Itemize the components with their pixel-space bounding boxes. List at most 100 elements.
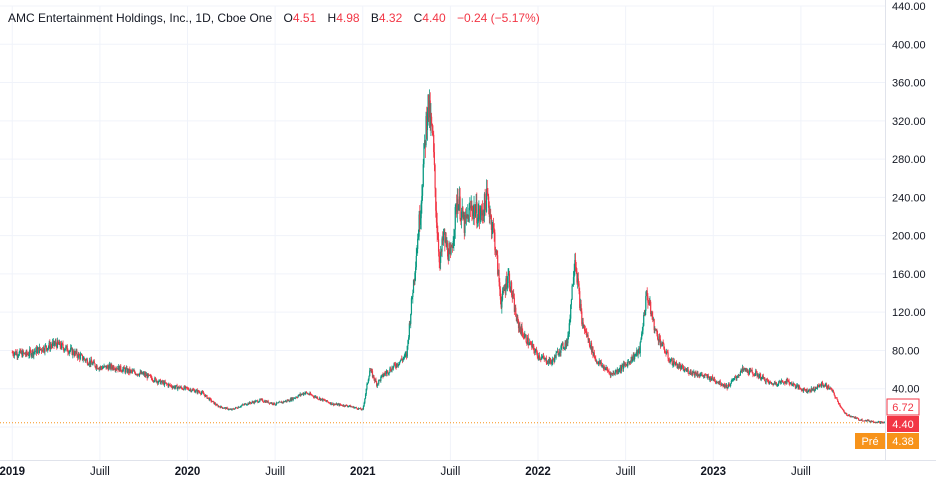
candle-body bbox=[730, 383, 732, 386]
candle-body bbox=[256, 400, 258, 402]
candle-body bbox=[17, 355, 20, 357]
candle-body bbox=[611, 373, 614, 375]
candle-body bbox=[45, 345, 47, 347]
candle-body bbox=[579, 304, 582, 308]
candle-body bbox=[525, 335, 527, 343]
candle-body bbox=[450, 246, 452, 254]
candle-body bbox=[460, 211, 463, 220]
candle-body bbox=[11, 352, 13, 354]
candle-body bbox=[809, 389, 811, 392]
candle-body bbox=[824, 384, 826, 386]
candle-body bbox=[641, 333, 643, 340]
candle-body bbox=[402, 358, 404, 361]
candle-body bbox=[864, 420, 866, 422]
candle-body bbox=[727, 383, 730, 388]
candle-body bbox=[15, 352, 18, 355]
candle-body bbox=[379, 379, 381, 381]
candle-body bbox=[237, 406, 239, 409]
candle-body bbox=[392, 365, 394, 369]
candle-body bbox=[582, 322, 584, 328]
candle-body bbox=[131, 370, 133, 372]
candle-body bbox=[558, 353, 560, 356]
candle-body bbox=[779, 380, 781, 383]
candle-body bbox=[661, 341, 664, 346]
candle-body bbox=[412, 279, 415, 294]
candle-body bbox=[218, 406, 221, 408]
candle-body bbox=[601, 365, 603, 367]
candle-body bbox=[708, 377, 710, 380]
candle-body bbox=[25, 350, 27, 355]
candle-body bbox=[204, 395, 207, 397]
candle-body bbox=[312, 395, 314, 397]
candle-body bbox=[401, 359, 404, 361]
candle-body bbox=[305, 391, 308, 393]
candle-body bbox=[860, 419, 862, 421]
candle-body bbox=[517, 317, 519, 321]
candle-body bbox=[490, 215, 492, 217]
candle-body bbox=[435, 188, 437, 211]
candle-body bbox=[377, 383, 379, 385]
candle-body bbox=[384, 373, 386, 374]
candle-body bbox=[358, 408, 360, 410]
candle-body bbox=[800, 389, 803, 391]
x-tick-label: 2020 bbox=[175, 466, 201, 478]
candle-body bbox=[249, 402, 251, 403]
candle-body bbox=[297, 395, 299, 398]
candle-body bbox=[52, 342, 54, 346]
candle-body bbox=[236, 407, 238, 409]
candle-body bbox=[152, 380, 154, 382]
candle-body bbox=[203, 394, 205, 396]
candle-body bbox=[503, 289, 505, 291]
candle-body bbox=[426, 116, 428, 131]
candle-body bbox=[558, 351, 561, 354]
candle-body bbox=[337, 404, 339, 406]
candle-body bbox=[108, 365, 110, 371]
candle-body bbox=[43, 351, 45, 352]
candle-body bbox=[26, 354, 29, 355]
candle-body bbox=[187, 388, 189, 390]
candle-body bbox=[794, 384, 796, 388]
candle-body bbox=[686, 369, 688, 372]
candle-body bbox=[235, 407, 237, 409]
candle-body bbox=[193, 389, 195, 391]
candle-body bbox=[536, 352, 538, 357]
candle-body bbox=[133, 370, 135, 372]
candle-body bbox=[828, 388, 830, 390]
candle-body bbox=[883, 422, 885, 423]
candle-body bbox=[45, 345, 47, 349]
candle-body bbox=[530, 343, 532, 344]
candle-body bbox=[524, 335, 527, 336]
candle-body bbox=[115, 368, 117, 371]
candle-body bbox=[823, 385, 826, 387]
candle-body bbox=[175, 385, 177, 387]
candle-body bbox=[549, 358, 551, 364]
candle-body bbox=[29, 349, 31, 356]
candle-body bbox=[173, 386, 175, 389]
candle-body bbox=[51, 345, 53, 347]
candle-body bbox=[602, 365, 604, 369]
candle-body bbox=[609, 372, 611, 374]
candle-body bbox=[496, 250, 498, 256]
candle-body bbox=[320, 398, 322, 401]
candle-body bbox=[385, 371, 388, 374]
candle-body bbox=[739, 372, 741, 376]
candle-body bbox=[788, 380, 790, 383]
candle-body bbox=[491, 228, 493, 230]
candle-body bbox=[702, 375, 705, 377]
candle-body bbox=[83, 358, 85, 360]
candle-body bbox=[396, 363, 399, 366]
candle-body bbox=[588, 338, 590, 340]
x-tick-label: 2023 bbox=[700, 466, 726, 478]
candle-body bbox=[196, 389, 198, 393]
candle-body bbox=[142, 373, 144, 375]
candle-body bbox=[412, 293, 414, 297]
candle-body bbox=[204, 394, 206, 397]
candle-body bbox=[349, 405, 351, 408]
candle-body bbox=[540, 357, 543, 360]
candle-body bbox=[431, 116, 433, 124]
candle-body bbox=[724, 384, 726, 388]
candle-body bbox=[454, 207, 456, 230]
candle-body bbox=[408, 323, 410, 338]
candle-body bbox=[652, 318, 655, 320]
